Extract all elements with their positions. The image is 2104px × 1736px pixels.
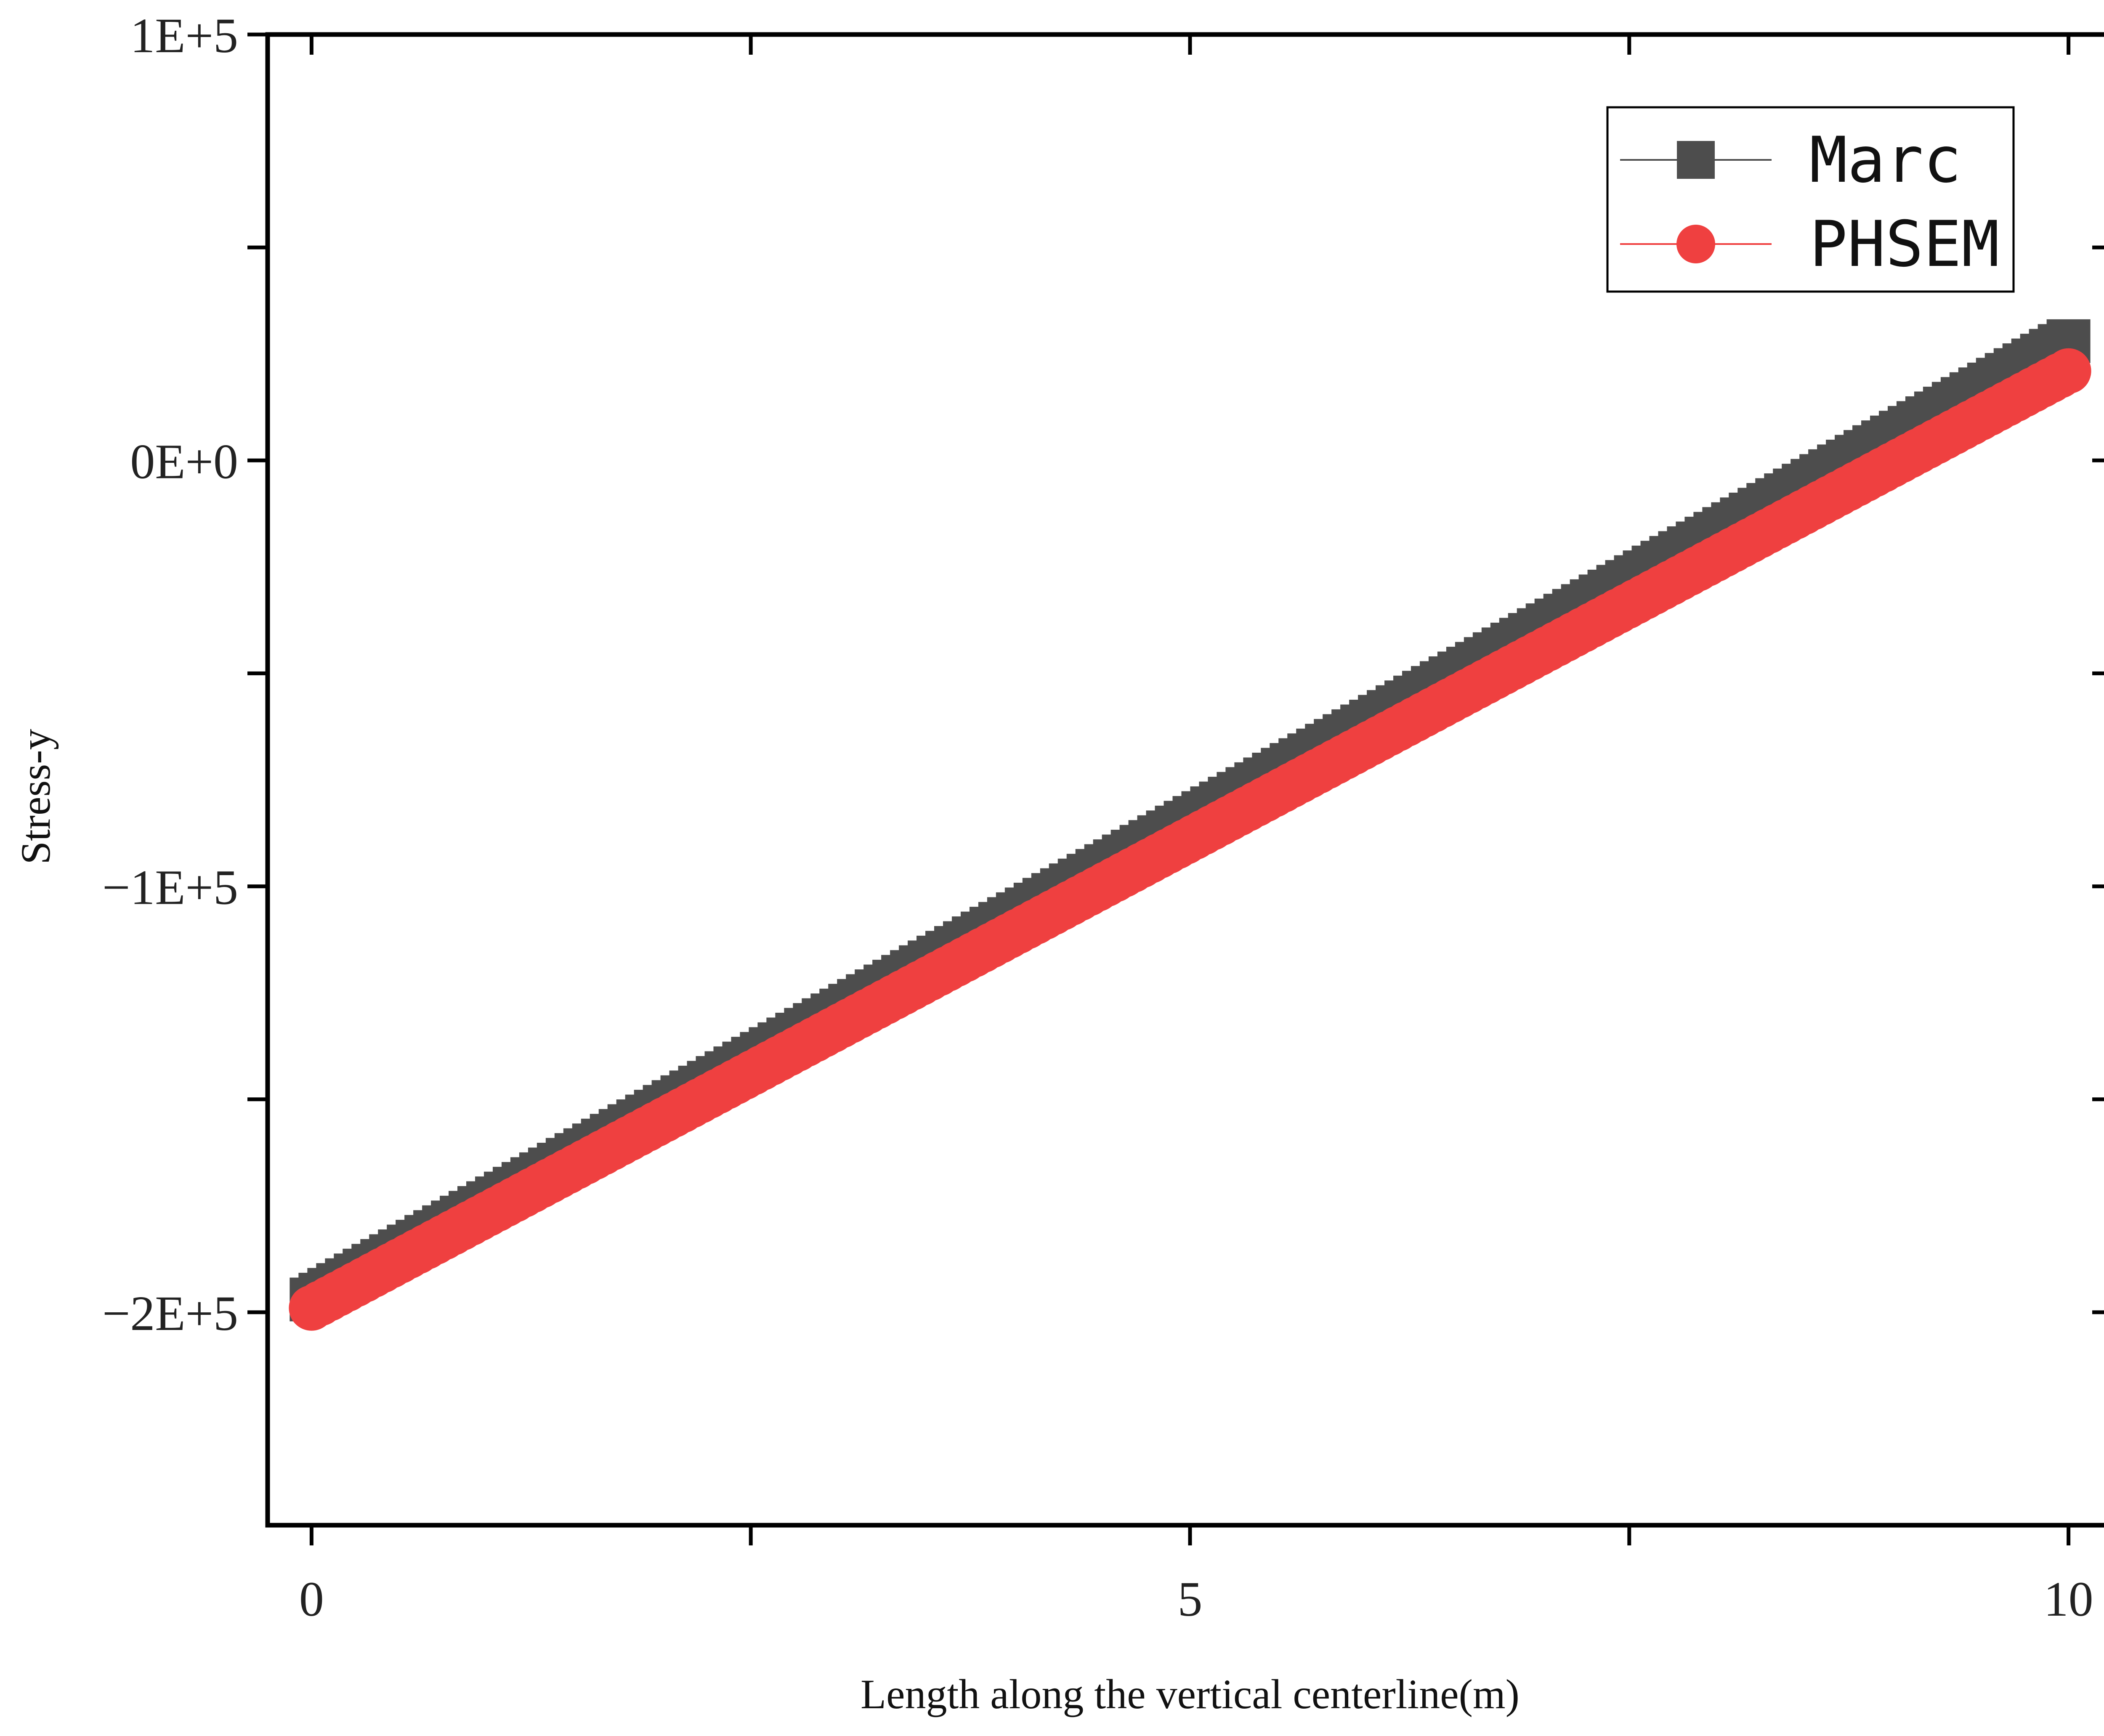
series-phsem <box>289 348 2091 1331</box>
legend-label: PHSEM <box>1809 208 2000 281</box>
ticks-layer: 0 5 10 1E+5 0E+0 −1E+5 −2E+5 <box>102 8 2104 1627</box>
legend-marker-circle <box>1676 225 1715 263</box>
data-point-phsem <box>2046 348 2091 394</box>
legend-label: Marc <box>1809 124 1961 197</box>
legend-box <box>1606 106 2015 293</box>
y-axis-title: Stress-y <box>12 729 59 864</box>
x-axis-title: Length along the vertical centerline(m) <box>861 1671 1520 1717</box>
y-tick-label: −1E+5 <box>102 860 238 915</box>
legend-item-marc: Marc <box>1620 124 1961 197</box>
x-tick-label: 5 <box>1178 1571 1203 1627</box>
legend-marker-square <box>1677 141 1715 179</box>
x-tick-label: 10 <box>2044 1571 2093 1627</box>
y-tick-label: 1E+5 <box>130 8 238 63</box>
y-tick-label: 0E+0 <box>130 434 238 489</box>
legend: Marc PHSEM <box>1606 106 2015 293</box>
series-layer <box>289 319 2091 1331</box>
legend-item-phsem: PHSEM <box>1620 208 2000 281</box>
x-tick-label: 0 <box>299 1571 324 1627</box>
y-tick-label: −2E+5 <box>102 1286 238 1341</box>
